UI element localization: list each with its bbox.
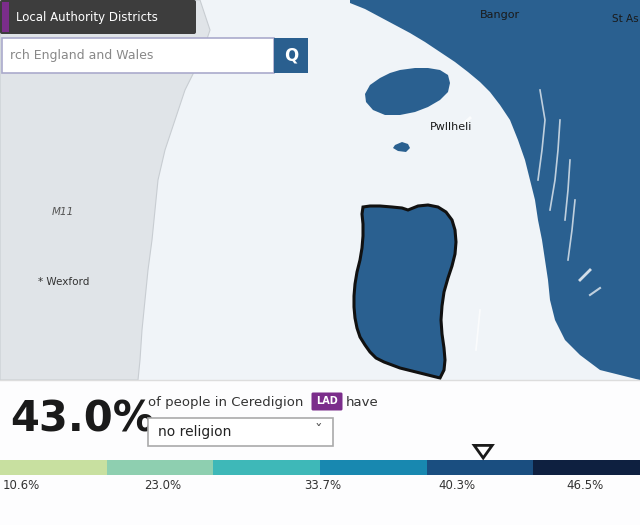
FancyBboxPatch shape bbox=[2, 38, 274, 73]
Text: rch England and Wales: rch England and Wales bbox=[10, 49, 154, 62]
FancyBboxPatch shape bbox=[274, 38, 308, 73]
FancyBboxPatch shape bbox=[107, 460, 213, 475]
FancyBboxPatch shape bbox=[0, 460, 107, 475]
Polygon shape bbox=[350, 0, 640, 380]
Text: LAD: LAD bbox=[316, 396, 338, 406]
FancyBboxPatch shape bbox=[427, 460, 533, 475]
Polygon shape bbox=[393, 142, 410, 152]
FancyBboxPatch shape bbox=[320, 460, 427, 475]
Text: 23.0%: 23.0% bbox=[144, 479, 181, 492]
FancyBboxPatch shape bbox=[0, 0, 196, 34]
Polygon shape bbox=[474, 445, 492, 458]
Polygon shape bbox=[354, 205, 456, 378]
Text: 33.7%: 33.7% bbox=[304, 479, 341, 492]
FancyBboxPatch shape bbox=[2, 2, 9, 32]
Text: 40.3%: 40.3% bbox=[438, 479, 476, 492]
Text: Local Authority Districts: Local Authority Districts bbox=[16, 10, 158, 24]
FancyBboxPatch shape bbox=[312, 393, 342, 411]
Polygon shape bbox=[365, 68, 450, 115]
Text: 43.0%: 43.0% bbox=[10, 398, 154, 440]
Text: 10.6%: 10.6% bbox=[3, 479, 40, 492]
Text: 46.5%: 46.5% bbox=[566, 479, 604, 492]
Text: St As: St As bbox=[612, 14, 639, 24]
Text: * Wexford: * Wexford bbox=[38, 277, 90, 287]
Text: no religion: no religion bbox=[158, 425, 232, 439]
Text: Q: Q bbox=[284, 47, 298, 65]
FancyBboxPatch shape bbox=[213, 460, 320, 475]
FancyBboxPatch shape bbox=[148, 418, 333, 446]
Text: Pwllheli: Pwllheli bbox=[430, 122, 472, 132]
Text: ˇ: ˇ bbox=[314, 425, 322, 439]
FancyBboxPatch shape bbox=[533, 460, 640, 475]
FancyBboxPatch shape bbox=[0, 0, 640, 380]
Text: have: have bbox=[346, 396, 379, 409]
Text: M11: M11 bbox=[52, 207, 74, 217]
Text: Bangor: Bangor bbox=[480, 10, 520, 20]
Polygon shape bbox=[0, 0, 210, 380]
FancyBboxPatch shape bbox=[0, 380, 640, 525]
Text: of people in Ceredigion: of people in Ceredigion bbox=[148, 396, 303, 409]
